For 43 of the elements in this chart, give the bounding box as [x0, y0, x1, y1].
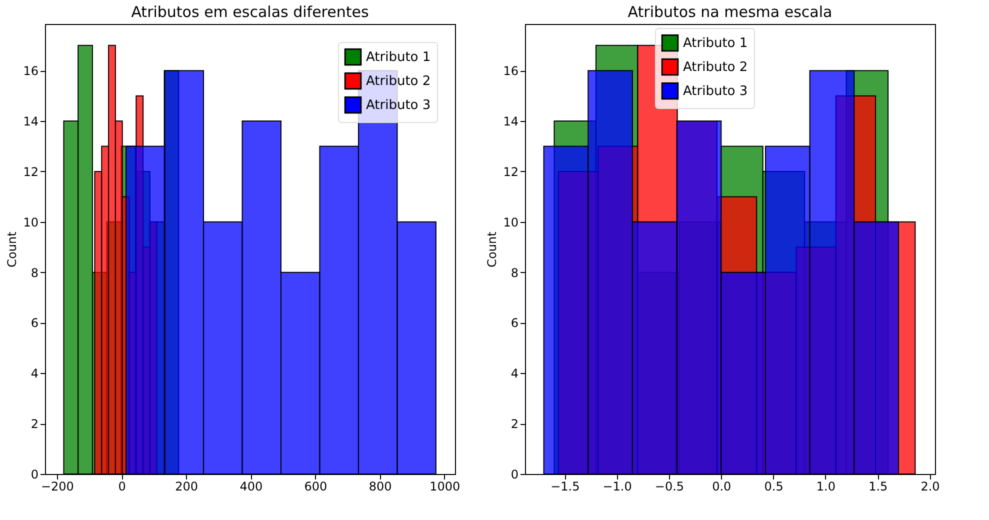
y-tick-label: 10: [503, 215, 518, 230]
x-tick-label: 2.0: [920, 480, 940, 494]
y-axis-title: Count: [5, 231, 20, 268]
y-tick-label: 4: [510, 366, 518, 381]
legend-label: Atributo 2: [683, 60, 748, 75]
y-tick-label: 8: [30, 266, 38, 280]
y-tick-label: 6: [510, 316, 518, 330]
legend-label: Atributo 3: [683, 84, 748, 99]
x-tick-label: 1000: [430, 480, 460, 494]
y-tick-label: 0: [510, 468, 518, 482]
x-tick-label: 1.0: [816, 480, 836, 494]
x-tick-label: 0: [118, 480, 126, 494]
x-tick-label: 0.0: [712, 480, 732, 494]
legend-label: Atributo 1: [366, 50, 431, 65]
x-tick-label: 800: [368, 480, 392, 494]
y-tick-label: 0: [30, 468, 38, 482]
legend-label: Atributo 2: [366, 74, 431, 89]
x-tick-label: −200: [40, 480, 74, 494]
y-tick-label: 14: [503, 114, 518, 129]
chart-title: Atributos na mesma escala: [628, 3, 832, 21]
y-tick-label: 2: [510, 417, 518, 432]
x-tick-label: 1.5: [868, 480, 888, 494]
x-tick-label: −1.5: [550, 480, 580, 494]
y-tick-label: 10: [23, 215, 38, 230]
chart-title: Atributos em escalas diferentes: [131, 3, 369, 21]
y-axis-title: Count: [485, 231, 500, 268]
y-tick-label: 12: [23, 164, 38, 179]
y-tick-label: 4: [30, 366, 38, 381]
legend-label: Atributo 3: [366, 98, 431, 113]
x-tick-label: 400: [240, 480, 263, 494]
y-tick-label: 6: [30, 316, 38, 330]
x-tick-label: −1.0: [602, 480, 632, 494]
y-tick-label: 8: [510, 266, 518, 280]
x-tick-label: −0.5: [654, 480, 684, 494]
y-tick-label: 16: [23, 64, 38, 78]
y-tick-label: 12: [503, 164, 518, 179]
x-tick-label: 200: [175, 480, 198, 494]
y-tick-label: 16: [503, 64, 518, 78]
x-tick-label: 600: [304, 480, 328, 494]
y-tick-label: 14: [23, 114, 38, 129]
legend-label: Atributo 1: [683, 36, 748, 51]
y-tick-label: 2: [30, 417, 38, 432]
x-tick-label: 0.5: [764, 480, 784, 494]
